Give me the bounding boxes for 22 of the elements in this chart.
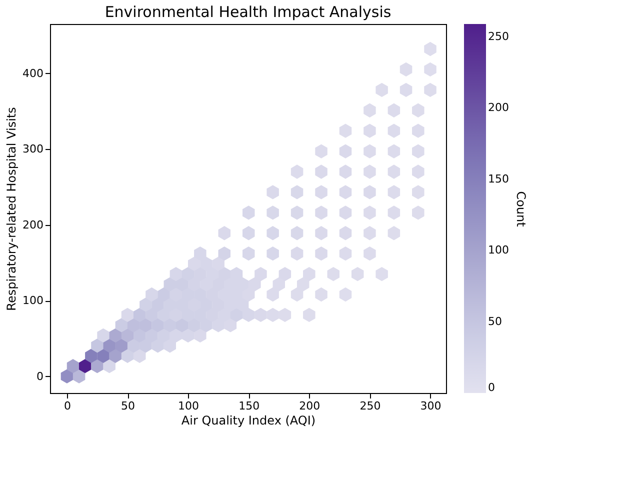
chart-title: Environmental Health Impact Analysis (104, 3, 392, 21)
color-bar-label: 200 (488, 101, 509, 114)
y-tick-label: 400 (22, 66, 44, 80)
y-tick-label: 200 (22, 218, 44, 232)
x-axis-title: Air Quality Index (AQI) (181, 414, 316, 428)
x-tick-label: 200 (299, 400, 320, 412)
color-bar-label: 50 (488, 314, 502, 328)
x-tick-label: 150 (238, 400, 260, 412)
x-tick-label: 250 (360, 400, 381, 412)
y-tick-label: 0 (36, 370, 44, 383)
x-tick-label: 300 (420, 400, 442, 412)
y-axis-title: Respiratory-related Hospital Visits (4, 107, 19, 311)
color-bar-label: 150 (488, 172, 509, 186)
color-bar-label: 0 (488, 381, 495, 394)
color-bar-title: Count (514, 191, 528, 228)
x-tick-label: 0 (64, 400, 71, 412)
y-tick-label: 300 (22, 142, 44, 156)
y-tick-label: 100 (22, 294, 44, 308)
x-tick-label: 100 (178, 400, 200, 412)
color-bar-label: 100 (488, 244, 509, 257)
color-bar-label: 250 (488, 30, 509, 43)
x-tick-label: 50 (121, 400, 136, 412)
